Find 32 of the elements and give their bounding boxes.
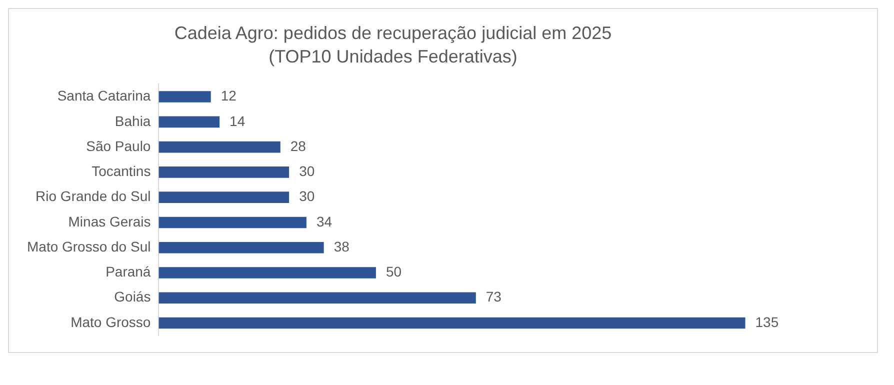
bar	[158, 91, 211, 102]
data-label: 14	[230, 112, 246, 129]
y-tick-label: São Paulo	[86, 138, 151, 154]
bar	[158, 116, 220, 128]
data-label: 30	[299, 163, 315, 180]
bar	[158, 166, 290, 178]
bar	[158, 192, 290, 203]
data-label: 38	[334, 238, 350, 254]
y-tick-label: Mato Grosso do Sul	[26, 238, 151, 254]
y-tick-label: Goiás	[114, 288, 151, 305]
y-tick-label: Santa Catarina	[57, 88, 151, 104]
bar	[158, 317, 746, 329]
data-label: 12	[220, 88, 237, 104]
y-tick-label: Bahia	[114, 112, 151, 129]
bar	[158, 141, 280, 153]
chart-title: Cadeia Agro: pedidos de recuperação judicial em 2025	[174, 22, 612, 43]
data-label: 28	[290, 138, 306, 154]
y-tick-label: Tocantins	[92, 163, 151, 180]
data-label: 73	[486, 288, 502, 305]
bar	[158, 242, 324, 254]
bar	[158, 267, 376, 278]
data-label: 135	[755, 314, 779, 330]
y-tick-label: Minas Gerais	[68, 213, 151, 230]
chart-subtitle: (TOP10 Unidades Federativas)	[268, 46, 518, 66]
y-tick-label: Mato Grosso	[70, 314, 151, 330]
bar	[158, 292, 476, 304]
y-tick-label: Rio Grande do Sul	[36, 188, 151, 204]
y-tick-label: Paraná	[106, 264, 151, 280]
data-label: 30	[299, 188, 315, 204]
data-label: 50	[386, 264, 402, 280]
bar	[158, 216, 306, 228]
data-label: 34	[316, 213, 332, 230]
